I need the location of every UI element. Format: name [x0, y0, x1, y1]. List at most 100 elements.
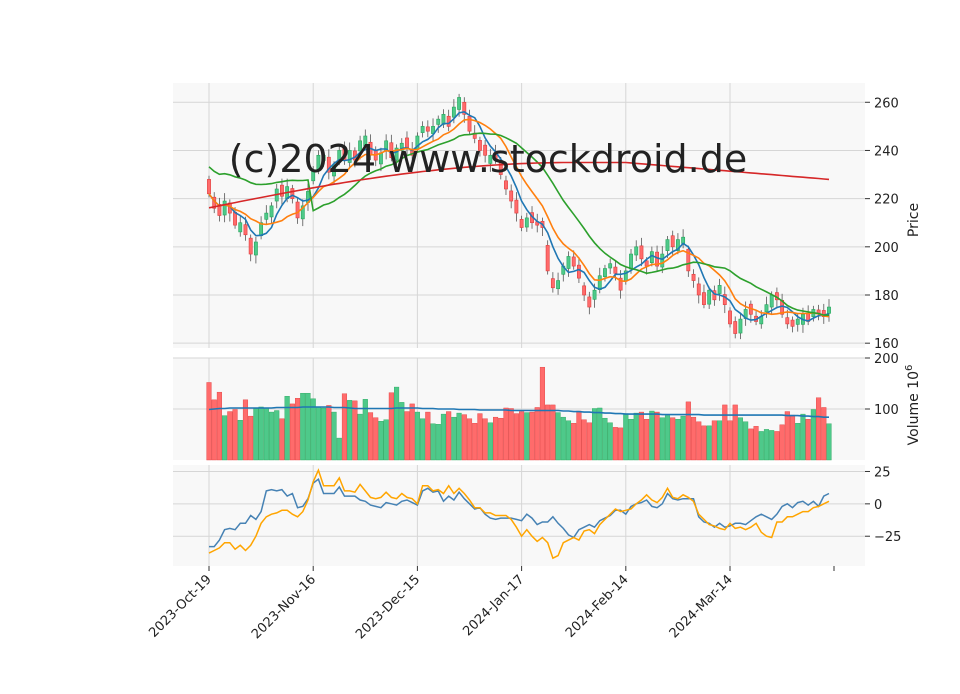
volume-bar-up: [357, 413, 363, 461]
candle-up: [764, 304, 769, 313]
volume-bar-up: [305, 392, 311, 461]
volume-exponent: 6: [904, 365, 915, 371]
volume-bar-up: [659, 417, 665, 461]
volume-bar-down: [654, 411, 660, 461]
x-tick-label: 2024-Mar-14: [667, 572, 736, 641]
volume-bar-up: [597, 407, 603, 461]
volume-bar-down: [722, 404, 728, 461]
candle-down: [790, 319, 795, 327]
volume-bar-up: [258, 406, 264, 461]
volume-bar-up: [347, 400, 353, 461]
candle-down: [712, 290, 717, 301]
volume-bar-up: [560, 416, 566, 461]
volume-bar-down: [326, 405, 332, 461]
candle-down: [248, 237, 253, 255]
volume-bar-up: [623, 413, 629, 461]
volume-bar-up: [565, 420, 572, 461]
volume-bar-up: [675, 419, 681, 461]
volume-bar-up: [310, 398, 316, 461]
volume-bar-down: [206, 382, 212, 461]
candle-down: [577, 264, 581, 279]
volume-bar-up: [420, 418, 426, 461]
volume-bar-down: [242, 399, 249, 461]
volume-bar-down: [821, 407, 827, 461]
volume-bar-down: [571, 423, 577, 461]
volume-bar-down: [612, 427, 618, 461]
volume-bar-up: [664, 415, 671, 461]
candle-up: [321, 154, 326, 161]
volume-bar-down: [409, 403, 415, 461]
volume-bar-down: [711, 420, 717, 461]
volume-bar-up: [414, 411, 420, 461]
candle-up: [222, 200, 227, 216]
volume-bar-up: [555, 412, 561, 461]
candle-down: [691, 273, 696, 281]
candle-up: [488, 154, 493, 164]
volume-bar-down: [493, 416, 499, 461]
volume-bar-down: [295, 398, 301, 461]
ma10-line: [208, 118, 830, 318]
price-y-tick-label: 220: [874, 193, 899, 208]
volume-bar-down: [404, 411, 410, 461]
volume-bar-up: [222, 415, 228, 461]
volume-bar-up: [743, 421, 749, 461]
candle-up: [253, 241, 258, 256]
volume-bar-down: [461, 414, 467, 461]
candle-down: [613, 266, 618, 274]
volume-bar-down: [519, 411, 525, 461]
volume-bar-down: [576, 410, 582, 461]
candle-up: [420, 126, 425, 133]
volume-bar-down: [539, 366, 545, 461]
volume-bar-up: [435, 424, 441, 461]
candle-up: [399, 142, 404, 151]
x-tick-label: 2023-Nov-16: [249, 572, 319, 642]
candle-up: [629, 253, 633, 270]
volume-bar-down: [482, 418, 488, 461]
candle-up: [634, 246, 639, 256]
candle-up: [457, 97, 461, 110]
watermark-text: (c)2024 www.stockdroid.de: [229, 137, 747, 181]
candle-up: [592, 289, 597, 300]
volume-bar-up: [315, 406, 321, 461]
volume-bar-up: [321, 407, 327, 461]
volume-bar-up: [592, 408, 598, 461]
osc-y-tick-label: 0: [874, 498, 882, 513]
volume-bar-down: [477, 413, 483, 461]
volume-bar-up: [800, 413, 806, 461]
candle-up: [827, 306, 831, 314]
candle-down: [670, 235, 675, 248]
volume-bar-down: [513, 413, 519, 461]
x-tick-label: 2024-Jan-17: [460, 572, 527, 639]
candle-up: [311, 169, 316, 182]
volume-y-tick-label: 100: [874, 403, 899, 418]
candle-down: [290, 188, 295, 199]
volume-bar-down: [690, 416, 697, 461]
volume-bar-down: [508, 408, 514, 461]
osc-y-tick-label: 25: [874, 465, 891, 480]
candle-down: [509, 190, 514, 202]
volume-bar-up: [607, 422, 613, 461]
oscillator-panel: [173, 465, 865, 566]
volume-bar-down: [545, 404, 551, 461]
candle-up: [608, 263, 613, 269]
volume-bar-down: [644, 419, 650, 461]
candle-down: [696, 283, 701, 296]
candle-up: [566, 256, 571, 269]
candle-up: [347, 150, 352, 163]
candle-up: [603, 268, 607, 277]
candle-up: [707, 289, 712, 305]
volume-bar-up: [456, 412, 462, 461]
candle-down: [295, 201, 300, 219]
volume-bar-down: [670, 417, 676, 461]
candle-up: [795, 318, 800, 325]
volume-bar-down: [352, 400, 358, 461]
candle-down: [425, 126, 430, 132]
candle-up: [300, 205, 305, 220]
candle-down: [280, 184, 284, 197]
volume-bar-up: [300, 392, 306, 461]
volume-bar-down: [446, 411, 452, 461]
volume-bar-up: [717, 420, 723, 461]
volume-bar-up: [378, 421, 384, 461]
candle-down: [545, 245, 550, 272]
volume-bar-up: [758, 431, 764, 461]
